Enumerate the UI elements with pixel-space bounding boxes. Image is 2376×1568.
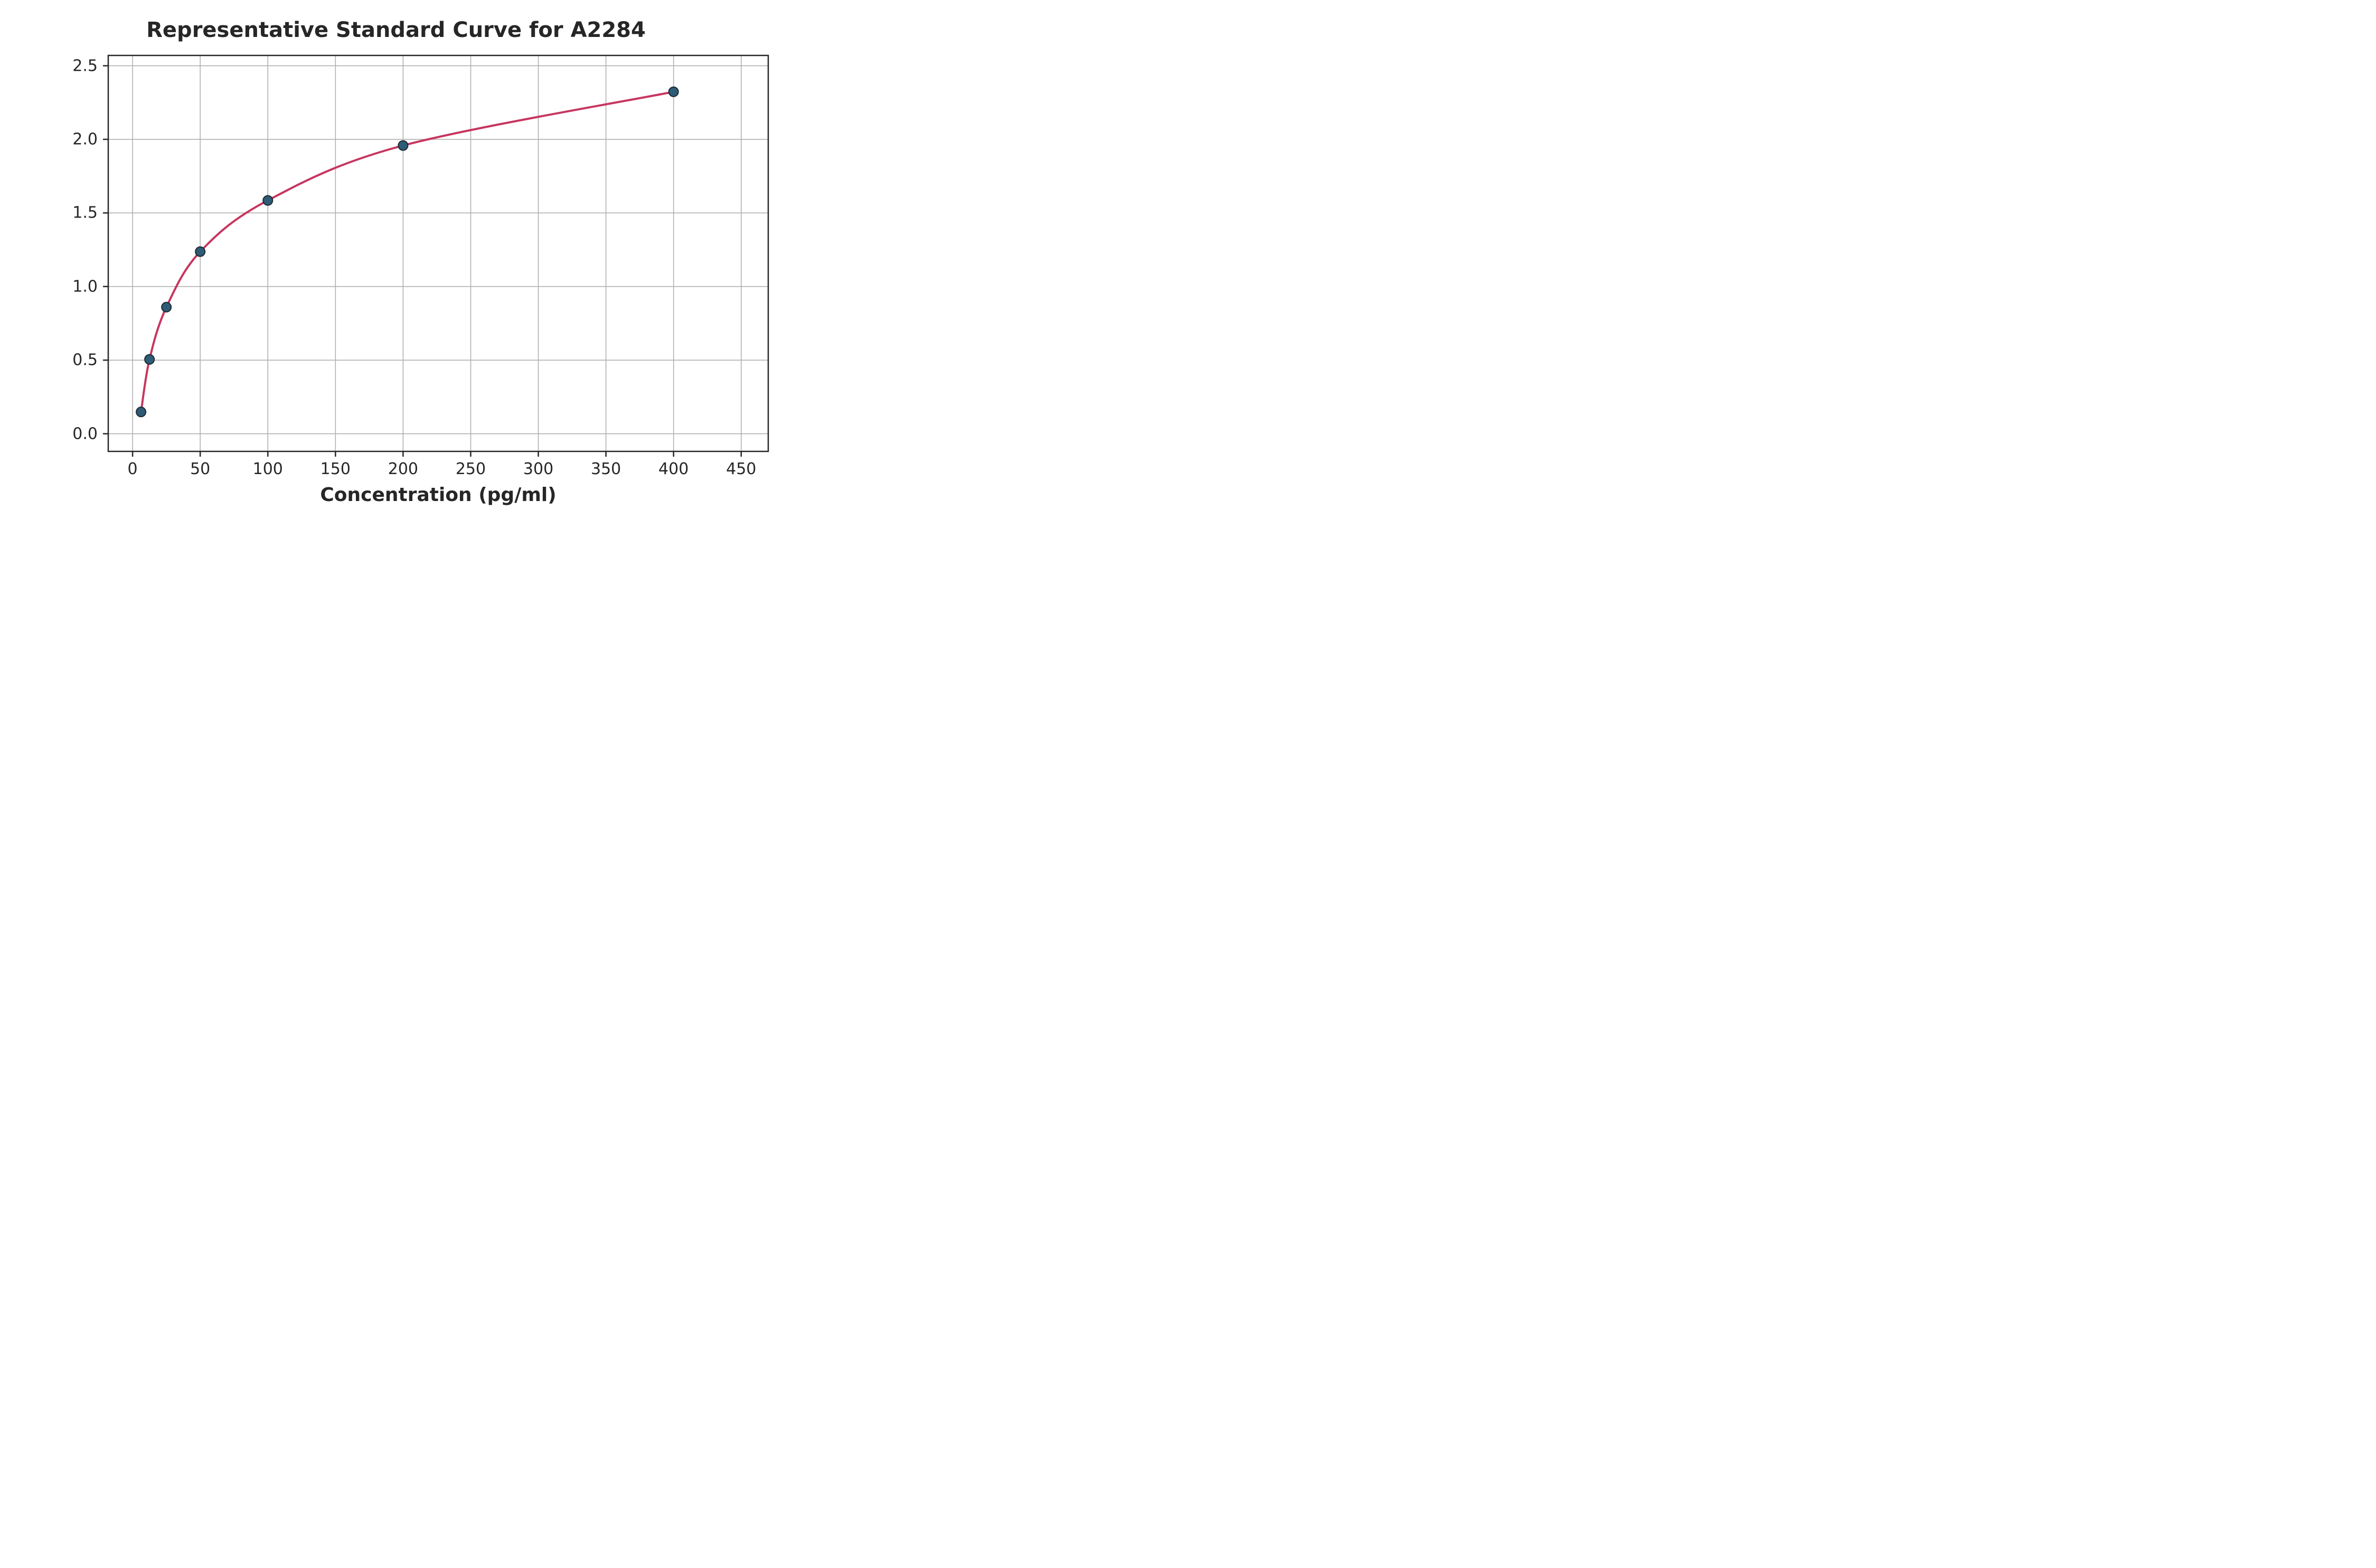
data-point (136, 407, 146, 417)
x-tick-label: 250 (456, 460, 486, 478)
x-tick-label: 200 (388, 460, 418, 478)
x-axis-label: Concentration (pg/ml) (320, 484, 556, 506)
x-tick-label: 100 (253, 460, 283, 478)
y-tick-label: 1.5 (72, 204, 98, 222)
x-tick-label: 450 (726, 460, 756, 478)
chart-title: Representative Standard Curve for A2284 (0, 18, 792, 42)
x-tick-label: 150 (320, 460, 351, 478)
x-tick-label: 350 (591, 460, 621, 478)
plot-svg (108, 55, 768, 451)
axis-frame (108, 55, 768, 451)
data-point (195, 247, 205, 257)
chart-container: Representative Standard Curve for A2284 … (0, 0, 792, 523)
data-point (263, 196, 272, 205)
data-point (398, 141, 408, 150)
y-tick-label: 1.0 (72, 277, 98, 296)
data-point (669, 87, 678, 97)
x-tick-label: 400 (658, 460, 689, 478)
y-tick-label: 0.5 (72, 351, 98, 370)
y-tick-label: 2.5 (72, 56, 98, 75)
x-tick-label: 50 (190, 460, 210, 478)
data-point (145, 355, 154, 364)
x-tick-label: 300 (523, 460, 553, 478)
y-tick-label: 0.0 (72, 424, 98, 443)
y-tick-label: 2.0 (72, 130, 98, 148)
curve-line (141, 92, 674, 412)
plot-area (108, 55, 768, 451)
data-point (162, 303, 171, 312)
x-tick-label: 0 (128, 460, 138, 478)
